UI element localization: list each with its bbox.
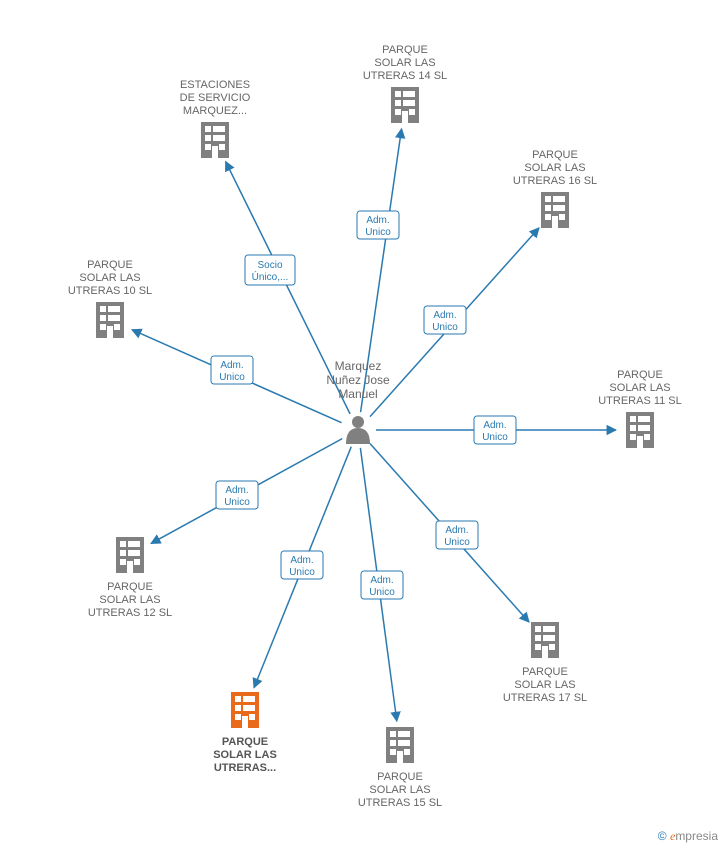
company-label: PARQUE	[107, 581, 153, 593]
company-node[interactable]	[116, 537, 144, 573]
building-icon	[386, 727, 414, 763]
building-icon	[231, 692, 259, 728]
brand-text: mpresia	[675, 829, 718, 843]
company-label: PARQUE	[617, 369, 663, 381]
company-label: SOLAR LAS	[369, 784, 430, 796]
company-label: SOLAR LAS	[514, 679, 575, 691]
edge-label-text: Unico	[444, 537, 470, 548]
company-label: PARQUE	[532, 149, 578, 161]
edge-label-text: Unico	[224, 497, 250, 508]
company-label: DE SERVICIO	[180, 92, 251, 104]
company-node[interactable]	[96, 302, 124, 338]
company-label: PARQUE	[522, 666, 568, 678]
building-icon	[541, 192, 569, 228]
company-node[interactable]	[531, 622, 559, 658]
building-icon	[201, 122, 229, 158]
company-label: SOLAR LAS	[99, 594, 160, 606]
company-label: UTRERAS 15 SL	[358, 797, 442, 809]
person-label: Nuñez Jose	[326, 373, 390, 387]
edge-label-text: Adm.	[445, 525, 468, 536]
company-label: UTRERAS 16 SL	[513, 175, 597, 187]
edge-label-text: Unico	[365, 227, 391, 238]
company-label: SOLAR LAS	[79, 272, 140, 284]
building-icon	[626, 412, 654, 448]
company-label: SOLAR LAS	[609, 382, 670, 394]
company-label: UTRERAS 12 SL	[88, 607, 172, 619]
person-label: Marquez	[335, 359, 382, 373]
company-node[interactable]	[541, 192, 569, 228]
edge-label-text: Único,...	[252, 270, 289, 283]
company-label: PARQUE	[382, 44, 428, 56]
edge-label-text: Unico	[289, 567, 315, 578]
building-icon	[531, 622, 559, 658]
company-label: PARQUE	[87, 259, 133, 271]
company-node[interactable]	[386, 727, 414, 763]
company-label: SOLAR LAS	[374, 57, 435, 69]
edge-label-text: Adm.	[483, 420, 506, 431]
person-node[interactable]	[346, 416, 370, 444]
edge-label-text: Unico	[482, 432, 508, 443]
company-label: UTRERAS 17 SL	[503, 692, 587, 704]
person-icon	[346, 416, 370, 444]
company-node[interactable]	[626, 412, 654, 448]
company-label: UTRERAS 14 SL	[363, 70, 447, 82]
building-icon	[391, 87, 419, 123]
company-label: PARQUE	[377, 771, 423, 783]
network-diagram: SocioÚnico,...Adm.UnicoAdm.UnicoAdm.Unic…	[0, 0, 728, 850]
company-label: ESTACIONES	[180, 79, 250, 91]
copyright-symbol: ©	[658, 829, 667, 843]
person-label: Manuel	[338, 387, 377, 401]
edge-label-text: Unico	[432, 322, 458, 333]
edge-label-text: Adm.	[370, 575, 393, 586]
edge-label-text: Unico	[219, 372, 245, 383]
company-node[interactable]	[201, 122, 229, 158]
footer: © empresia	[658, 829, 718, 844]
edge-label-text: Socio	[257, 260, 282, 271]
edge-label-text: Adm.	[225, 485, 248, 496]
company-node[interactable]	[391, 87, 419, 123]
company-label: SOLAR LAS	[524, 162, 585, 174]
company-label: UTRERAS 11 SL	[598, 395, 682, 407]
edge-label-text: Adm.	[433, 310, 456, 321]
edge-label-text: Adm.	[220, 360, 243, 371]
company-label: UTRERAS 10 SL	[68, 285, 152, 297]
company-label: SOLAR LAS	[213, 749, 277, 761]
edge-label-text: Unico	[369, 587, 395, 598]
company-label: MARQUEZ...	[183, 105, 247, 117]
building-icon	[116, 537, 144, 573]
company-node[interactable]	[231, 692, 259, 728]
building-icon	[96, 302, 124, 338]
company-label: PARQUE	[222, 736, 268, 748]
edge-label-text: Adm.	[366, 215, 389, 226]
edge-label-text: Adm.	[290, 555, 313, 566]
company-label: UTRERAS...	[214, 762, 276, 774]
